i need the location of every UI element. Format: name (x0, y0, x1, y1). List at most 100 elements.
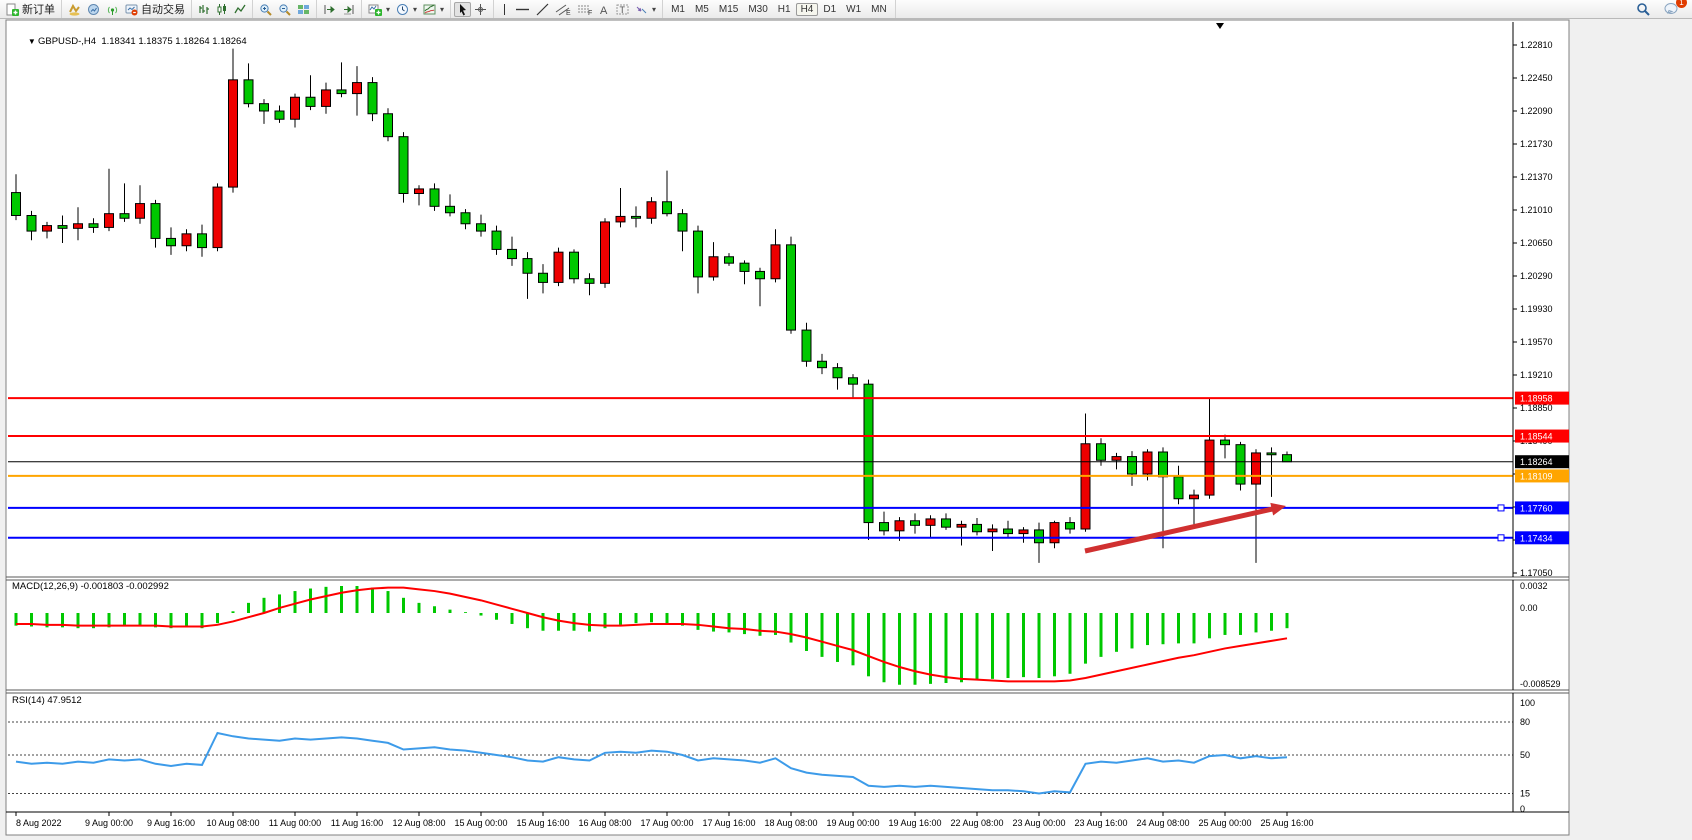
candlestick (166, 237, 176, 247)
indicators-button[interactable]: ▾ (365, 2, 393, 17)
candlestick (119, 213, 130, 219)
candlestick (693, 230, 703, 278)
timeframe-m5[interactable]: M5 (694, 3, 709, 15)
timeframe-m1[interactable]: M1 (671, 3, 685, 15)
timeframe-h1[interactable]: H1 (777, 3, 791, 15)
symbol-dropdown-arrow[interactable]: ▼ (27, 37, 38, 46)
chart-canvas[interactable]: 1.22810 1.22450 1.22090 1.21730 1.21370 1.210… (0, 18, 1692, 840)
fibonacci-button[interactable]: F (574, 2, 596, 17)
svg-text:E: E (566, 10, 571, 16)
time-tick-label: 8 Aug 2022 (16, 818, 62, 828)
candlestick (972, 523, 982, 533)
chart-shift-marker[interactable] (1216, 23, 1224, 29)
timeframe-d1[interactable]: D1 (823, 3, 837, 15)
chart-shift-button[interactable] (339, 2, 358, 17)
time-tick-label: 17 Aug 00:00 (640, 818, 693, 828)
candlestick-icon (216, 3, 228, 16)
trendline-button[interactable] (533, 2, 552, 17)
candlestick (941, 518, 951, 528)
new-order-button[interactable]: 新订单 (3, 0, 58, 18)
vertical-line-button[interactable] (497, 2, 512, 17)
macd-axis-zero: 0.00 (1520, 603, 1538, 613)
cursor-button[interactable] (454, 1, 472, 17)
tile-windows-icon (297, 3, 310, 16)
hline-handle[interactable] (1497, 504, 1505, 512)
zoom-out-button[interactable] (275, 2, 294, 17)
auto-trading-button[interactable]: 自动交易 (122, 0, 188, 18)
candlestick-button[interactable] (213, 2, 231, 17)
candlestick (522, 258, 533, 274)
data-window-button[interactable] (84, 2, 103, 17)
candlestick (1018, 529, 1029, 535)
timeframe-group: M1 M5 M15 M30 H1 H4 D1 W1 MN (663, 0, 896, 18)
equidistant-channel-button[interactable]: E (552, 2, 574, 17)
time-tick-label: 23 Aug 00:00 (1012, 818, 1065, 828)
search-icon (1636, 2, 1650, 16)
candlestick (677, 213, 688, 232)
candlestick (88, 223, 99, 228)
text-button[interactable]: A (596, 2, 613, 17)
rsi-axis-label: 50 (1520, 750, 1530, 760)
chat-bubble-icon (1664, 2, 1679, 16)
timeframe-m15[interactable]: M15 (718, 3, 739, 15)
fibonacci-icon: F (577, 3, 593, 16)
periods-dropdown-arrow[interactable]: ▾ (413, 4, 418, 14)
notification-count-badge: 1 (1676, 0, 1687, 8)
price-label-text: 1.18264 (1520, 457, 1553, 467)
zoom-in-button[interactable] (256, 2, 275, 17)
price-tick-label: 1.17050 (1520, 568, 1553, 578)
crosshair-button[interactable] (471, 2, 490, 17)
crosshair-icon (474, 3, 487, 16)
candlestick (553, 251, 564, 283)
templates-button[interactable]: ▾ (420, 2, 447, 17)
rsi-label: RSI(14) 47.9512 (12, 695, 82, 706)
candlestick (336, 89, 347, 95)
text-label-icon: T (616, 3, 629, 16)
trend-arrow-head[interactable] (1270, 502, 1286, 516)
candlestick (445, 205, 455, 214)
candlestick (863, 383, 874, 524)
timeframe-h4[interactable]: H4 (795, 2, 819, 16)
clock-icon (396, 3, 409, 16)
signals-button[interactable] (103, 2, 122, 17)
line-chart-button[interactable] (231, 2, 249, 17)
timeframe-m30[interactable]: M30 (748, 3, 768, 15)
horizontal-line-button[interactable] (512, 2, 533, 17)
text-icon: A (599, 3, 610, 16)
candlestick (600, 221, 610, 284)
search-button[interactable] (1633, 1, 1653, 17)
bar-chart-button[interactable] (195, 2, 213, 17)
candlestick (879, 522, 889, 532)
arrows-dropdown-arrow[interactable]: ▾ (652, 4, 657, 14)
periods-button[interactable]: ▾ (393, 2, 420, 17)
text-label-button[interactable]: T (613, 2, 632, 17)
trend-arrow-line[interactable] (1084, 505, 1278, 554)
candlestick (910, 520, 920, 526)
templates-dropdown-arrow[interactable]: ▾ (440, 4, 445, 14)
chart-area[interactable]: 1.22810 1.22450 1.22090 1.21730 1.21370 1.210… (0, 18, 1692, 840)
price-label-text: 1.18109 (1520, 471, 1553, 481)
timeframe-w1[interactable]: W1 (846, 3, 862, 15)
candlestick (646, 201, 657, 219)
indicators-icon (368, 3, 382, 16)
candlestick (1158, 451, 1168, 478)
candlestick (987, 528, 998, 533)
candlestick (321, 89, 331, 107)
bar-chart-icon (198, 3, 210, 16)
candlestick (42, 225, 52, 232)
indicators-dropdown-arrow[interactable]: ▾ (386, 4, 391, 14)
arrows-button[interactable]: ▾ (632, 2, 659, 17)
tile-windows-button[interactable] (294, 2, 313, 17)
candlestick (243, 79, 254, 105)
hline-handle[interactable] (1497, 534, 1505, 542)
candlestick (1189, 494, 1199, 500)
timeframe-mn[interactable]: MN (871, 3, 887, 15)
notifications-button[interactable]: 1 (1661, 0, 1687, 17)
macd-signal-line (16, 586, 1288, 683)
candlestick (11, 192, 21, 216)
market-watch-button[interactable] (65, 2, 84, 17)
candlestick (383, 113, 393, 138)
auto-scroll-button[interactable] (320, 2, 339, 17)
auto-trading-icon (125, 3, 138, 16)
